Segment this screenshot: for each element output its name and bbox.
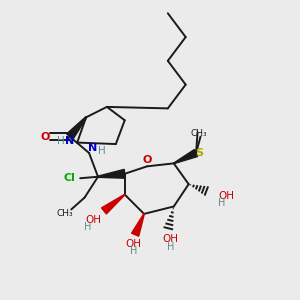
Polygon shape [101, 194, 125, 214]
Text: O: O [142, 155, 152, 165]
Text: H: H [130, 246, 137, 256]
Polygon shape [132, 214, 144, 236]
Text: OH: OH [163, 234, 179, 244]
Polygon shape [98, 169, 125, 178]
Text: CH₃: CH₃ [191, 129, 207, 138]
Text: O: O [41, 132, 50, 142]
Text: H: H [57, 136, 65, 146]
Text: H: H [98, 146, 105, 157]
Text: H: H [84, 222, 91, 232]
Text: N: N [88, 142, 97, 153]
Polygon shape [174, 149, 198, 164]
Text: Cl: Cl [63, 173, 75, 183]
Text: CH₃: CH₃ [57, 209, 74, 218]
Text: H: H [218, 199, 226, 208]
Text: S: S [195, 148, 203, 158]
Text: OH: OH [218, 191, 234, 201]
Text: H: H [167, 242, 175, 252]
Polygon shape [67, 117, 87, 139]
Text: OH: OH [85, 215, 101, 225]
Text: OH: OH [126, 238, 142, 249]
Text: N: N [64, 136, 74, 146]
